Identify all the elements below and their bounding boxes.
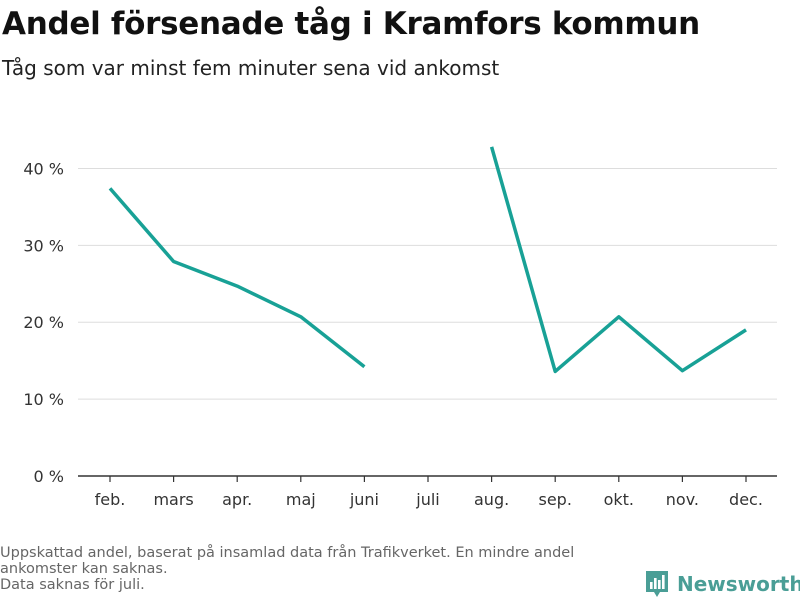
y-tick-label: 10 %	[23, 390, 64, 409]
chart-title: Andel försenade tåg i Kramfors kommun	[2, 6, 700, 42]
y-tick-label: 30 %	[23, 236, 64, 255]
footnote: Uppskattad andel, baserat på insamlad da…	[0, 545, 640, 593]
series-line-segment	[108, 187, 366, 369]
x-tick-label: juni	[349, 490, 379, 509]
gridlines	[78, 167, 777, 400]
y-axis-tick-labels: 0 % 10 % 20 % 30 % 40 %	[23, 159, 64, 486]
footnote-line-3: Data saknas för juli.	[0, 577, 145, 593]
x-tick-label: sep.	[538, 490, 571, 509]
x-tick-label: okt.	[604, 490, 634, 509]
x-tick-label: dec.	[729, 490, 763, 509]
x-tick-label: nov.	[666, 490, 699, 509]
newsworthy-bar-chart-logo-icon	[646, 571, 668, 597]
x-tick-label: feb.	[95, 490, 126, 509]
x-tick-label: aug.	[474, 490, 509, 509]
x-tick-label: maj	[286, 490, 316, 509]
brand-name: Newsworthy	[677, 572, 800, 596]
line-chart: 0 % 10 % 20 % 30 % 40 % feb. mars apr. maj juni j…	[23, 146, 777, 509]
chart-subtitle: Tåg som var minst fem minuter sena vid a…	[2, 56, 500, 80]
y-tick-label: 40 %	[23, 159, 64, 178]
y-tick-label: 20 %	[23, 313, 64, 332]
footnote-line-2: ankomster kan saknas.	[0, 561, 168, 577]
x-tick-label: mars	[153, 490, 193, 509]
x-tick-label: juli	[415, 490, 439, 509]
series-lines	[108, 146, 747, 374]
y-tick-label: 0 %	[34, 467, 64, 486]
series-line-segment	[489, 146, 747, 374]
brand-logo: Newsworthy	[645, 570, 800, 598]
x-axis: feb. mars apr. maj juni juli aug. sep. okt. nov. d…	[78, 475, 777, 509]
footnote-line-1: Uppskattad andel, baserat på insamlad da…	[0, 545, 575, 561]
x-tick-label: apr.	[222, 490, 252, 509]
